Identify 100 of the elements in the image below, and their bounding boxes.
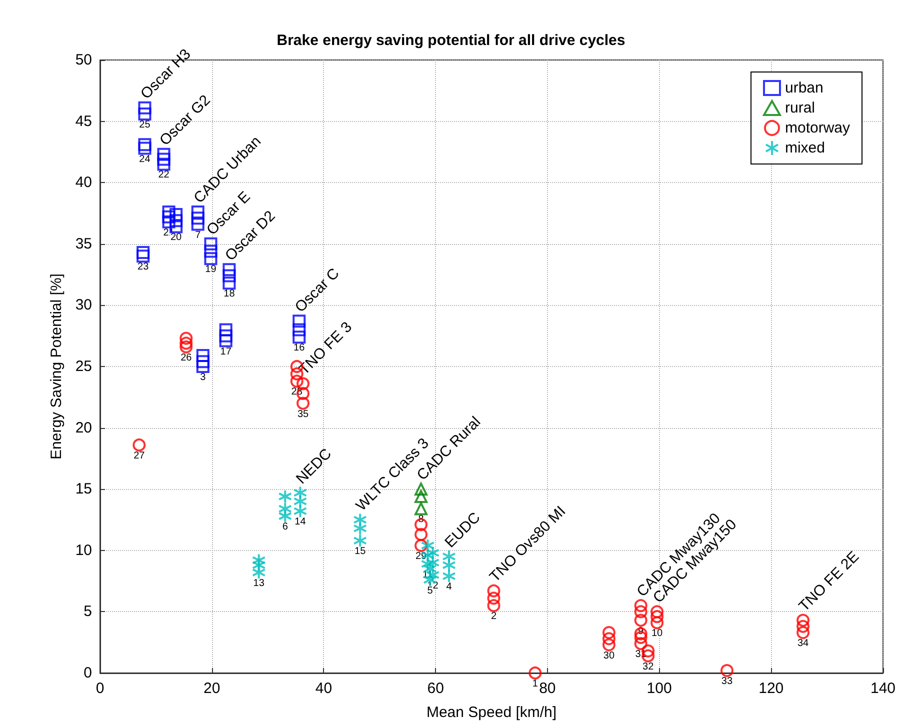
annotation: 3 — [200, 372, 206, 383]
x-tick-label: 20 — [204, 680, 220, 697]
point — [650, 616, 664, 630]
point — [191, 218, 204, 231]
annotation: 6 — [282, 522, 288, 533]
legend-label: urban — [784, 80, 824, 96]
point — [292, 323, 306, 336]
point — [487, 584, 500, 598]
y-tick-label: 5 — [84, 603, 92, 620]
annotation: 32 — [642, 661, 654, 672]
point — [720, 664, 734, 678]
point — [157, 158, 170, 171]
y-tick-label: 30 — [75, 296, 92, 314]
point — [219, 329, 232, 342]
point — [132, 438, 146, 452]
y-tick-label: 45 — [75, 112, 92, 130]
point — [162, 206, 176, 219]
point — [414, 490, 428, 503]
annotation: TNO FE 2E — [796, 548, 862, 615]
point — [136, 246, 150, 259]
annotation: 11 — [422, 569, 434, 580]
point — [796, 614, 810, 627]
point — [796, 620, 810, 633]
annotation: 13 — [253, 578, 265, 589]
point — [278, 489, 292, 504]
x-tick-label: 60 — [427, 680, 444, 697]
point — [180, 332, 193, 345]
point — [487, 599, 500, 612]
legend-label: rural — [784, 100, 815, 116]
y-tick-label: 20 — [75, 419, 92, 436]
x-axis-title: Mean Speed [km/h] — [426, 704, 557, 721]
point — [157, 148, 170, 161]
point — [136, 250, 150, 263]
annotation: 2 — [490, 611, 497, 622]
y-tick-label: 10 — [75, 542, 92, 559]
point — [292, 330, 306, 344]
point — [442, 558, 456, 572]
x-tick-label: 120 — [758, 680, 784, 697]
point — [252, 565, 266, 580]
annotation: 35 — [297, 408, 310, 420]
point — [602, 626, 616, 640]
point — [278, 509, 292, 524]
point — [222, 276, 236, 290]
annotation: 10 — [651, 628, 664, 640]
point — [162, 215, 176, 228]
annotation: 24 — [139, 154, 151, 165]
annotation: 9 — [638, 626, 644, 637]
annotation: 20 — [170, 232, 182, 244]
point — [204, 237, 218, 250]
point — [180, 340, 193, 354]
point — [290, 374, 304, 388]
point — [414, 528, 428, 541]
x-tick-label: 140 — [870, 680, 896, 697]
x-tick-label: 40 — [315, 680, 332, 697]
annotation: 26 — [180, 352, 192, 364]
annotation: 15 — [354, 546, 366, 558]
y-tick-label: 25 — [75, 358, 92, 375]
x-tick-label: 100 — [646, 680, 672, 697]
x-tick-label: 80 — [539, 680, 556, 697]
point — [353, 534, 368, 548]
point — [650, 605, 664, 618]
point — [138, 138, 152, 152]
point — [292, 314, 306, 328]
point — [426, 556, 440, 570]
point — [170, 214, 183, 228]
point — [634, 605, 648, 618]
annotation: 30 — [603, 650, 615, 662]
point — [219, 323, 232, 336]
point — [634, 614, 648, 627]
y-tick-label: 35 — [75, 235, 92, 252]
point — [414, 539, 428, 552]
annotation: 4 — [446, 582, 452, 593]
y-tick-label: 50 — [75, 52, 92, 68]
annotation: 19 — [205, 264, 217, 276]
x-tick-label: 0 — [96, 680, 104, 697]
point — [191, 206, 204, 219]
point — [602, 632, 616, 646]
point — [293, 504, 308, 518]
annotation: 17 — [220, 346, 232, 358]
point — [138, 101, 152, 114]
legend-label: mixed — [784, 140, 825, 156]
point — [528, 666, 542, 680]
point — [634, 599, 648, 612]
point — [420, 538, 435, 552]
annotation: 34 — [797, 638, 810, 650]
y-tick-label: 15 — [75, 480, 92, 498]
annotation: 25 — [139, 119, 151, 130]
point — [634, 637, 648, 650]
point — [222, 263, 236, 276]
point — [414, 502, 428, 516]
point — [219, 334, 232, 348]
annotation: 1 — [532, 678, 538, 690]
point — [170, 208, 183, 221]
point — [138, 142, 152, 155]
point — [487, 592, 500, 605]
y-tick-label: 40 — [75, 174, 92, 192]
point — [353, 521, 368, 536]
chart-title: Brake energy saving potential for all drive cycles — [276, 32, 626, 49]
point — [162, 210, 176, 224]
point — [191, 212, 204, 225]
